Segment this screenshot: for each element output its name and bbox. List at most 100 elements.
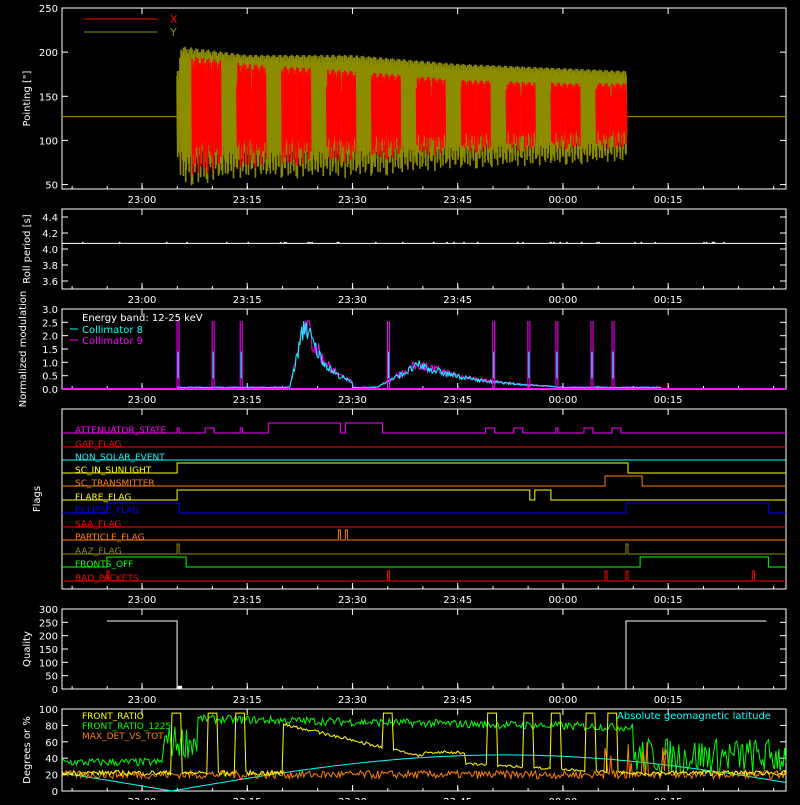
roll-period-point xyxy=(402,241,404,244)
legend-label: Collimator 8 xyxy=(82,325,143,336)
roll-period-point xyxy=(713,241,715,244)
roll-period-point xyxy=(311,241,313,244)
series-line-X xyxy=(251,64,269,168)
roll-period-point xyxy=(596,241,598,244)
roll-period-point xyxy=(186,241,188,244)
x-tick-label: 00:00 xyxy=(548,295,577,306)
y-tick-label: 100 xyxy=(39,705,58,716)
flag-label: ECLIPSE_FLAG xyxy=(75,506,139,516)
series-line-front-ratio xyxy=(61,712,787,777)
roll-period-point xyxy=(283,241,286,244)
roll-period-point xyxy=(723,241,725,244)
series-line-Y xyxy=(266,54,284,178)
legend-title: Energy band: 12-25 keV xyxy=(82,313,203,324)
y-axis-label: Normalized modulation xyxy=(18,291,29,408)
series-line-X xyxy=(191,57,209,175)
series-line-Y xyxy=(535,67,553,166)
y-tick-label: 0 xyxy=(52,685,58,696)
y-tick-label: 300 xyxy=(39,605,58,616)
annotation-label: Absolute geomagnetic latitude xyxy=(617,711,771,722)
series-line-X xyxy=(415,76,433,155)
x-tick-label: 00:00 xyxy=(548,195,577,206)
y-tick-label: 60 xyxy=(45,738,58,749)
roll-period-point xyxy=(549,241,552,244)
y-tick-label: 3.8 xyxy=(42,261,58,272)
roll-period-point xyxy=(559,241,561,244)
legend-label: FRONT_RATIO xyxy=(82,712,144,722)
series-line-X xyxy=(206,58,224,174)
series-line-front-ratio-1225 xyxy=(61,713,787,776)
x-tick-label: 23:30 xyxy=(338,295,367,306)
legend-label: Y xyxy=(169,26,177,39)
roll-period-point xyxy=(654,241,657,244)
flag-trace-eclipse_flag xyxy=(62,502,786,514)
y-tick-label: 40 xyxy=(45,754,58,765)
x-tick-label: 23:45 xyxy=(443,695,472,706)
roll-period-point xyxy=(309,241,311,244)
series-line-X xyxy=(460,79,478,153)
roll-period-point xyxy=(552,241,555,244)
y-tick-label: 200 xyxy=(39,632,58,643)
x-tick-label: 23:45 xyxy=(443,295,472,306)
flag-trace-aaz_flag xyxy=(62,543,786,555)
legend-label: FRONT_RATIO_1225 xyxy=(82,722,171,732)
y-tick-label: 50 xyxy=(45,181,58,192)
y-axis-label: Pointing ["] xyxy=(22,70,33,126)
legend-label: X xyxy=(170,13,178,26)
panel-frame-pointing xyxy=(61,7,787,190)
flag-label: AAZ_FLAG xyxy=(75,547,122,557)
roll-period-point xyxy=(634,241,636,244)
roll-period-point xyxy=(82,241,84,244)
y-tick-label: 4.2 xyxy=(42,229,58,240)
y-tick-label: 150 xyxy=(39,645,58,656)
y-tick-label: 0.0 xyxy=(42,385,58,396)
flag-trace-bad_packets xyxy=(62,570,786,582)
x-tick-label: 23:45 xyxy=(443,595,472,606)
modulation-series xyxy=(176,320,662,389)
series-line-X xyxy=(475,80,493,153)
y-tick-label: 1.0 xyxy=(42,358,58,369)
x-tick-label: 00:15 xyxy=(654,595,683,606)
series-line-X xyxy=(520,81,538,151)
geomagnetic-latitude-line xyxy=(61,754,787,792)
roll-period-point xyxy=(336,241,339,244)
series-line-Y xyxy=(355,55,373,176)
flag-label: PARTICLE_FLAG xyxy=(75,533,145,543)
x-tick-label: 00:15 xyxy=(654,395,683,406)
series-line-Y xyxy=(221,52,239,179)
series-line-X xyxy=(595,83,613,149)
series-line-max-det-vs-tot xyxy=(61,741,787,781)
roll-period-point xyxy=(711,241,714,244)
flag-trace-sc_in_sunlight xyxy=(62,462,786,474)
y-tick-label: 250 xyxy=(39,618,58,629)
y-axis-label: Roll period [s] xyxy=(22,214,33,283)
x-tick-label: 23:45 xyxy=(443,395,472,406)
roll-period-point xyxy=(463,241,465,244)
flag-label: NON_SOLAR_EVENT xyxy=(75,453,165,463)
series-line-X xyxy=(430,77,448,156)
y-tick-label: 0 xyxy=(52,787,58,798)
roll-period-point xyxy=(375,241,377,244)
flag-label: SC_TRANSMITTER xyxy=(75,479,155,489)
flag-label: SAA_FLAG xyxy=(75,520,121,530)
y-tick-label: 80 xyxy=(45,721,58,732)
x-tick-label: 00:00 xyxy=(548,595,577,606)
roll-period-point xyxy=(522,241,524,244)
x-tick-label: 23:00 xyxy=(128,295,157,306)
y-tick-label: 200 xyxy=(39,48,58,59)
x-tick-label: 23:00 xyxy=(128,195,157,206)
series-line-X xyxy=(236,62,254,168)
y-axis-label: Quality xyxy=(22,631,33,667)
x-tick-label: 23:00 xyxy=(128,695,157,706)
flag-label: ATTENUATOR_STATE xyxy=(75,426,167,436)
roll-period-point xyxy=(476,241,479,244)
x-tick-label: 23:30 xyxy=(338,695,367,706)
series-line-X xyxy=(281,66,299,164)
y-tick-label: 3.6 xyxy=(42,277,58,288)
legend-label: MAX_DET_VS_TOT xyxy=(82,732,164,742)
y-tick-label: 100 xyxy=(39,136,58,147)
legend-label: Collimator 9 xyxy=(82,336,143,347)
flag-trace-sc_transmitter xyxy=(62,475,786,487)
